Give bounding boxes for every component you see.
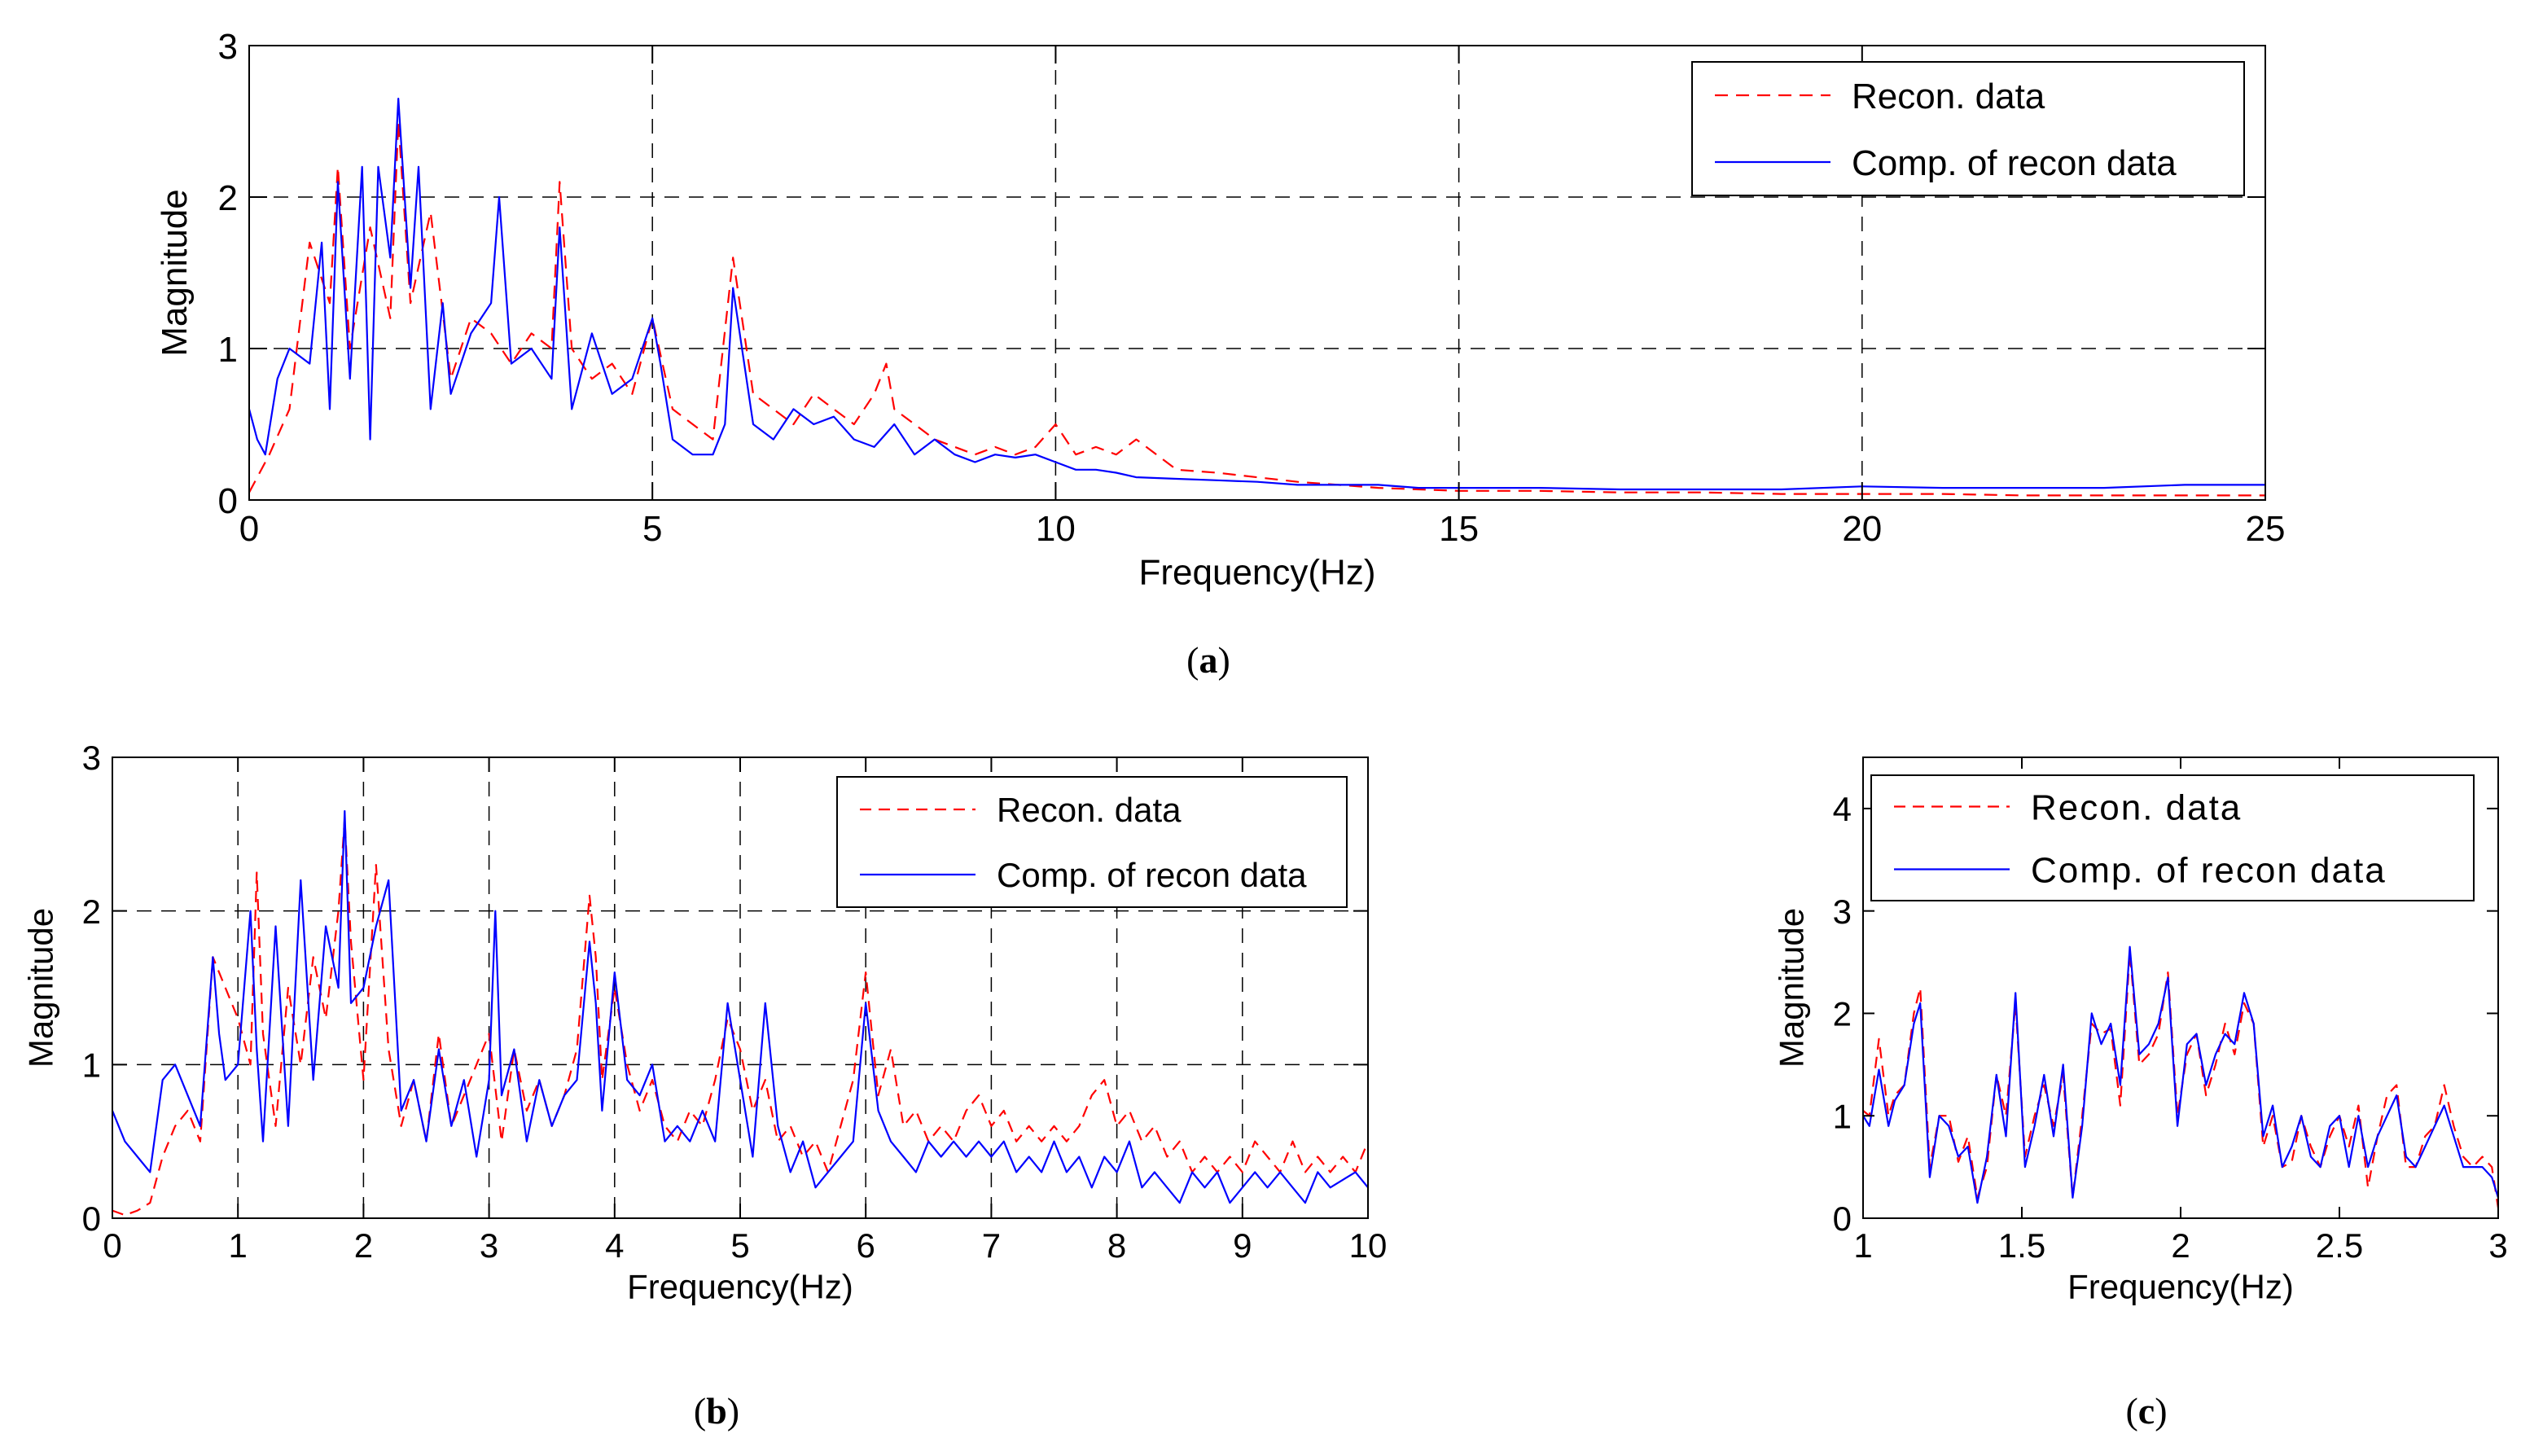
x-tick-label: 2.5 [2316, 1226, 2363, 1265]
legend-box [1691, 61, 2245, 196]
x-tick-label: 1.5 [1998, 1226, 2045, 1265]
y-tick-label: 0 [82, 1199, 101, 1238]
series-recon-line [1863, 950, 2498, 1208]
x-tick-label: 2 [354, 1226, 373, 1265]
caption-c: (c) [2125, 1390, 2167, 1432]
x-tick-label: 10 [1349, 1226, 1388, 1265]
chart-c: 1 1.5 2 2.5 301234Frequency(Hz)MagnitudeReco… [1773, 757, 2508, 1306]
x-tick-label: 20 [1842, 509, 1882, 549]
y-axis-label: Magnitude [1773, 908, 1811, 1068]
x-tick-label: 1 [1853, 1226, 1872, 1265]
x-tick-label: 0 [103, 1226, 121, 1265]
caption-b-letter: b [706, 1390, 727, 1432]
caption-a: (a) [1186, 639, 1230, 681]
series-group [112, 809, 1368, 1217]
x-tick-label: 7 [982, 1226, 1001, 1265]
x-tick-label: 0 [239, 509, 259, 549]
y-axis-label: Magnitude [22, 908, 60, 1068]
caption-b: (b) [694, 1390, 739, 1432]
x-tick-label: 25 [2246, 509, 2286, 549]
axes-box [248, 45, 2266, 501]
x-tick-label: 10 [1036, 509, 1076, 549]
y-tick-label: 4 [1833, 790, 1852, 828]
y-tick-label: 2 [82, 892, 101, 931]
chart-b: 0 1 2 3 4 5 6 7 8 9 10 0 1 2 3 Frequency(Hz) Magnitude Re… [22, 739, 1388, 1306]
series-comp-line [112, 809, 1368, 1204]
series-recon-line [249, 120, 2265, 497]
legend-recon-label: Recon. data [2031, 787, 2242, 827]
x-tick-label: 15 [1439, 509, 1479, 549]
x-tick-label: 5 [642, 509, 662, 549]
y-tick-label: 0 [1833, 1199, 1852, 1238]
y-tick-label: 3 [1833, 892, 1852, 931]
y-tick-label: 2 [1833, 995, 1852, 1033]
series-group [1863, 945, 2498, 1208]
y-tick-label: 1 [82, 1046, 101, 1084]
x-tick-label: 8 [1107, 1226, 1126, 1265]
y-axis-label: Magnitude [155, 189, 195, 356]
y-tick-label: 1 [218, 330, 238, 370]
series-group [249, 97, 2265, 497]
legend-recon-label: Recon. data [997, 791, 1182, 829]
chart-a: 0 5 10 15 20 25 0 1 2 3 Frequency(Hz) Magnitude Reco… [155, 27, 2285, 593]
y-tick-label: 3 [82, 739, 101, 777]
x-axis-label: Frequency(Hz) [1139, 552, 1376, 592]
legend-comp-label: Comp. of recon data [997, 856, 1307, 894]
series-comp-line [249, 97, 2265, 491]
y-tick-label: 3 [218, 27, 238, 67]
y-tick-label: 0 [218, 481, 238, 521]
x-tick-label: 6 [857, 1226, 875, 1265]
y-tick-label: 2 [218, 178, 238, 218]
legend-box [836, 776, 1348, 908]
x-tick-label: 1 [229, 1226, 248, 1265]
x-tick-label: 5 [730, 1226, 749, 1265]
series-comp-line [1863, 945, 2498, 1204]
legend-box [1870, 774, 2475, 901]
y-tick-label: 1 [1833, 1097, 1852, 1135]
x-tick-label: 9 [1233, 1226, 1252, 1265]
series-recon-line [112, 818, 1368, 1217]
legend-comp-label: Comp. of recon data [1852, 143, 2177, 183]
x-tick-label: 3 [2488, 1226, 2507, 1265]
x-tick-label: 3 [480, 1226, 498, 1265]
x-tick-label: 2 [2171, 1226, 2190, 1265]
x-axis-label: Frequency(Hz) [627, 1268, 853, 1306]
caption-c-letter: c [2138, 1390, 2155, 1432]
legend-recon-label: Recon. data [1852, 77, 2045, 116]
legend-comp-label: Comp. of recon data [2031, 850, 2387, 890]
x-tick-label: 4 [605, 1226, 624, 1265]
caption-a-letter: a [1199, 639, 1218, 681]
x-axis-label: Frequency(Hz) [2067, 1268, 2294, 1306]
